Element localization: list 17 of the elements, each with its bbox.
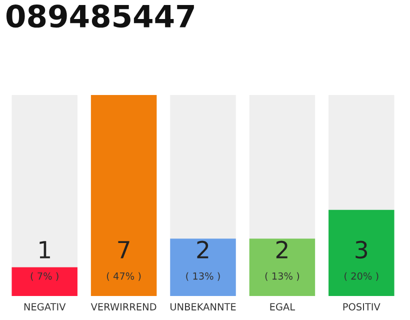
- data-label: 2: [276, 240, 288, 258]
- bar: [12, 267, 78, 296]
- annotation: ( 47% ): [106, 272, 141, 281]
- annotation: ( 7% ): [30, 272, 58, 281]
- data-label: 1: [40, 241, 50, 258]
- x-tick-label: VERWIRREND: [90, 303, 156, 310]
- data-label: 2: [197, 240, 208, 258]
- annotation: ( 13% ): [265, 272, 300, 281]
- x-tick-label: EGAL: [270, 303, 296, 310]
- data-label: 7: [118, 241, 130, 258]
- annotation: ( 13% ): [186, 272, 220, 281]
- annotation: ( 20% ): [344, 272, 378, 281]
- data-label: 3: [356, 240, 368, 259]
- x-tick-label: POSITIV: [343, 303, 380, 310]
- x-tick-label: UNBEKANNTE: [170, 303, 236, 310]
- x-tick-label: NEGATIV: [24, 303, 66, 310]
- chart-title: 089485447: [6, 4, 194, 28]
